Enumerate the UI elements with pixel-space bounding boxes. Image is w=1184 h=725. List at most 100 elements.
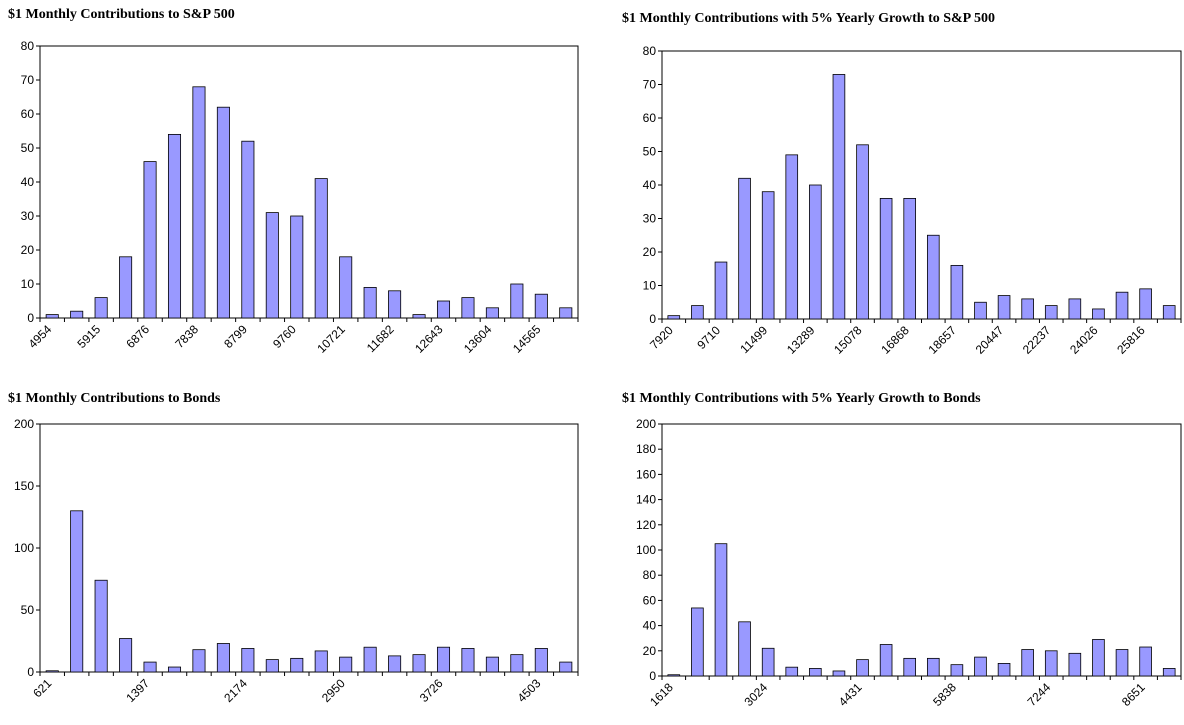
bar bbox=[903, 657, 917, 677]
y-tick-label: 180 bbox=[636, 442, 656, 456]
bar bbox=[1044, 305, 1058, 320]
bar bbox=[1115, 649, 1129, 677]
y-tick-label: 30 bbox=[643, 212, 657, 226]
x-tick-label: 7838 bbox=[172, 322, 201, 351]
y-tick-label: 10 bbox=[643, 279, 657, 293]
bar bbox=[974, 656, 987, 677]
bar bbox=[436, 300, 451, 319]
bar bbox=[856, 144, 869, 320]
bar bbox=[485, 307, 499, 319]
y-tick-label: 0 bbox=[649, 669, 656, 683]
bar bbox=[192, 86, 206, 319]
bar bbox=[45, 314, 59, 319]
bar bbox=[412, 654, 426, 673]
bar bbox=[314, 650, 328, 673]
bar bbox=[559, 661, 573, 673]
bar bbox=[691, 305, 704, 320]
bar bbox=[167, 666, 182, 673]
bar bbox=[667, 674, 681, 677]
bar bbox=[997, 663, 1011, 677]
y-tick-label: 20 bbox=[21, 243, 35, 257]
x-tick-label: 11682 bbox=[364, 322, 397, 355]
y-tick-label: 40 bbox=[643, 619, 657, 633]
bar bbox=[974, 301, 987, 320]
bar bbox=[761, 191, 775, 320]
y-tick-label: 0 bbox=[27, 665, 34, 679]
x-tick-label: 9760 bbox=[270, 322, 299, 351]
x-tick-label: 4954 bbox=[26, 322, 55, 351]
x-tick-label: 16868 bbox=[878, 323, 912, 357]
bar bbox=[216, 643, 230, 673]
y-tick-label: 0 bbox=[27, 311, 34, 325]
bar bbox=[241, 648, 255, 673]
y-tick-label: 50 bbox=[21, 603, 35, 617]
bar bbox=[1139, 646, 1152, 677]
bar bbox=[339, 656, 353, 673]
bar bbox=[785, 154, 799, 320]
bar bbox=[997, 295, 1011, 320]
bar bbox=[1092, 639, 1105, 677]
bar bbox=[1021, 298, 1034, 320]
chart-title: $1 Monthly Contributions to S&P 500 bbox=[8, 7, 235, 22]
x-tick-label: 14565 bbox=[510, 322, 544, 356]
bar bbox=[879, 644, 893, 677]
y-tick-label: 80 bbox=[643, 44, 657, 58]
bar bbox=[1068, 652, 1082, 677]
x-tick-label: 18657 bbox=[926, 323, 960, 357]
y-tick-label: 60 bbox=[21, 107, 35, 121]
y-tick-label: 120 bbox=[636, 518, 656, 532]
bar bbox=[738, 177, 751, 320]
bar bbox=[809, 668, 822, 677]
y-tick-label: 50 bbox=[643, 145, 657, 159]
bar bbox=[1162, 668, 1176, 677]
x-tick-label: 25816 bbox=[1114, 323, 1148, 357]
bar bbox=[926, 234, 940, 320]
bar bbox=[70, 510, 84, 673]
bar bbox=[290, 657, 304, 673]
bar bbox=[314, 178, 328, 319]
y-tick-label: 140 bbox=[636, 493, 656, 507]
bar bbox=[667, 315, 681, 320]
y-tick-label: 70 bbox=[21, 73, 35, 87]
bar bbox=[119, 638, 133, 673]
chart-title: $1 Monthly Contributions with 5% Yearly … bbox=[622, 391, 981, 406]
x-tick-label: 11499 bbox=[737, 323, 770, 356]
bar bbox=[714, 543, 728, 677]
bar bbox=[534, 293, 548, 319]
bar bbox=[1021, 649, 1034, 677]
x-tick-label: 7244 bbox=[1025, 680, 1054, 709]
y-tick-label: 0 bbox=[649, 312, 656, 326]
x-tick-label: 3024 bbox=[741, 680, 770, 709]
bar bbox=[879, 197, 893, 320]
bar bbox=[265, 659, 279, 673]
bar bbox=[809, 184, 822, 320]
x-tick-label: 5838 bbox=[930, 680, 959, 709]
x-tick-label: 5915 bbox=[74, 322, 103, 351]
bar bbox=[903, 197, 917, 320]
bar bbox=[461, 648, 475, 673]
x-tick-label: 8651 bbox=[1119, 680, 1148, 709]
bar bbox=[388, 290, 402, 319]
bar bbox=[510, 283, 524, 319]
bar bbox=[832, 74, 846, 320]
bar bbox=[412, 314, 426, 319]
y-tick-label: 200 bbox=[636, 417, 656, 431]
bar bbox=[94, 579, 108, 673]
bar bbox=[950, 264, 964, 320]
x-tick-label: 6876 bbox=[123, 322, 152, 351]
y-tick-label: 20 bbox=[643, 245, 657, 259]
y-tick-label: 30 bbox=[21, 209, 35, 223]
y-tick-label: 50 bbox=[21, 141, 35, 155]
x-tick-label: 4431 bbox=[836, 680, 865, 709]
bar bbox=[363, 286, 377, 319]
bar bbox=[363, 646, 377, 673]
bar bbox=[510, 654, 524, 673]
bar bbox=[534, 648, 548, 673]
bar bbox=[461, 297, 475, 319]
bar bbox=[1044, 650, 1058, 677]
bar bbox=[143, 161, 157, 319]
y-tick-label: 60 bbox=[643, 111, 657, 125]
bar bbox=[216, 106, 230, 319]
bar bbox=[785, 666, 799, 677]
